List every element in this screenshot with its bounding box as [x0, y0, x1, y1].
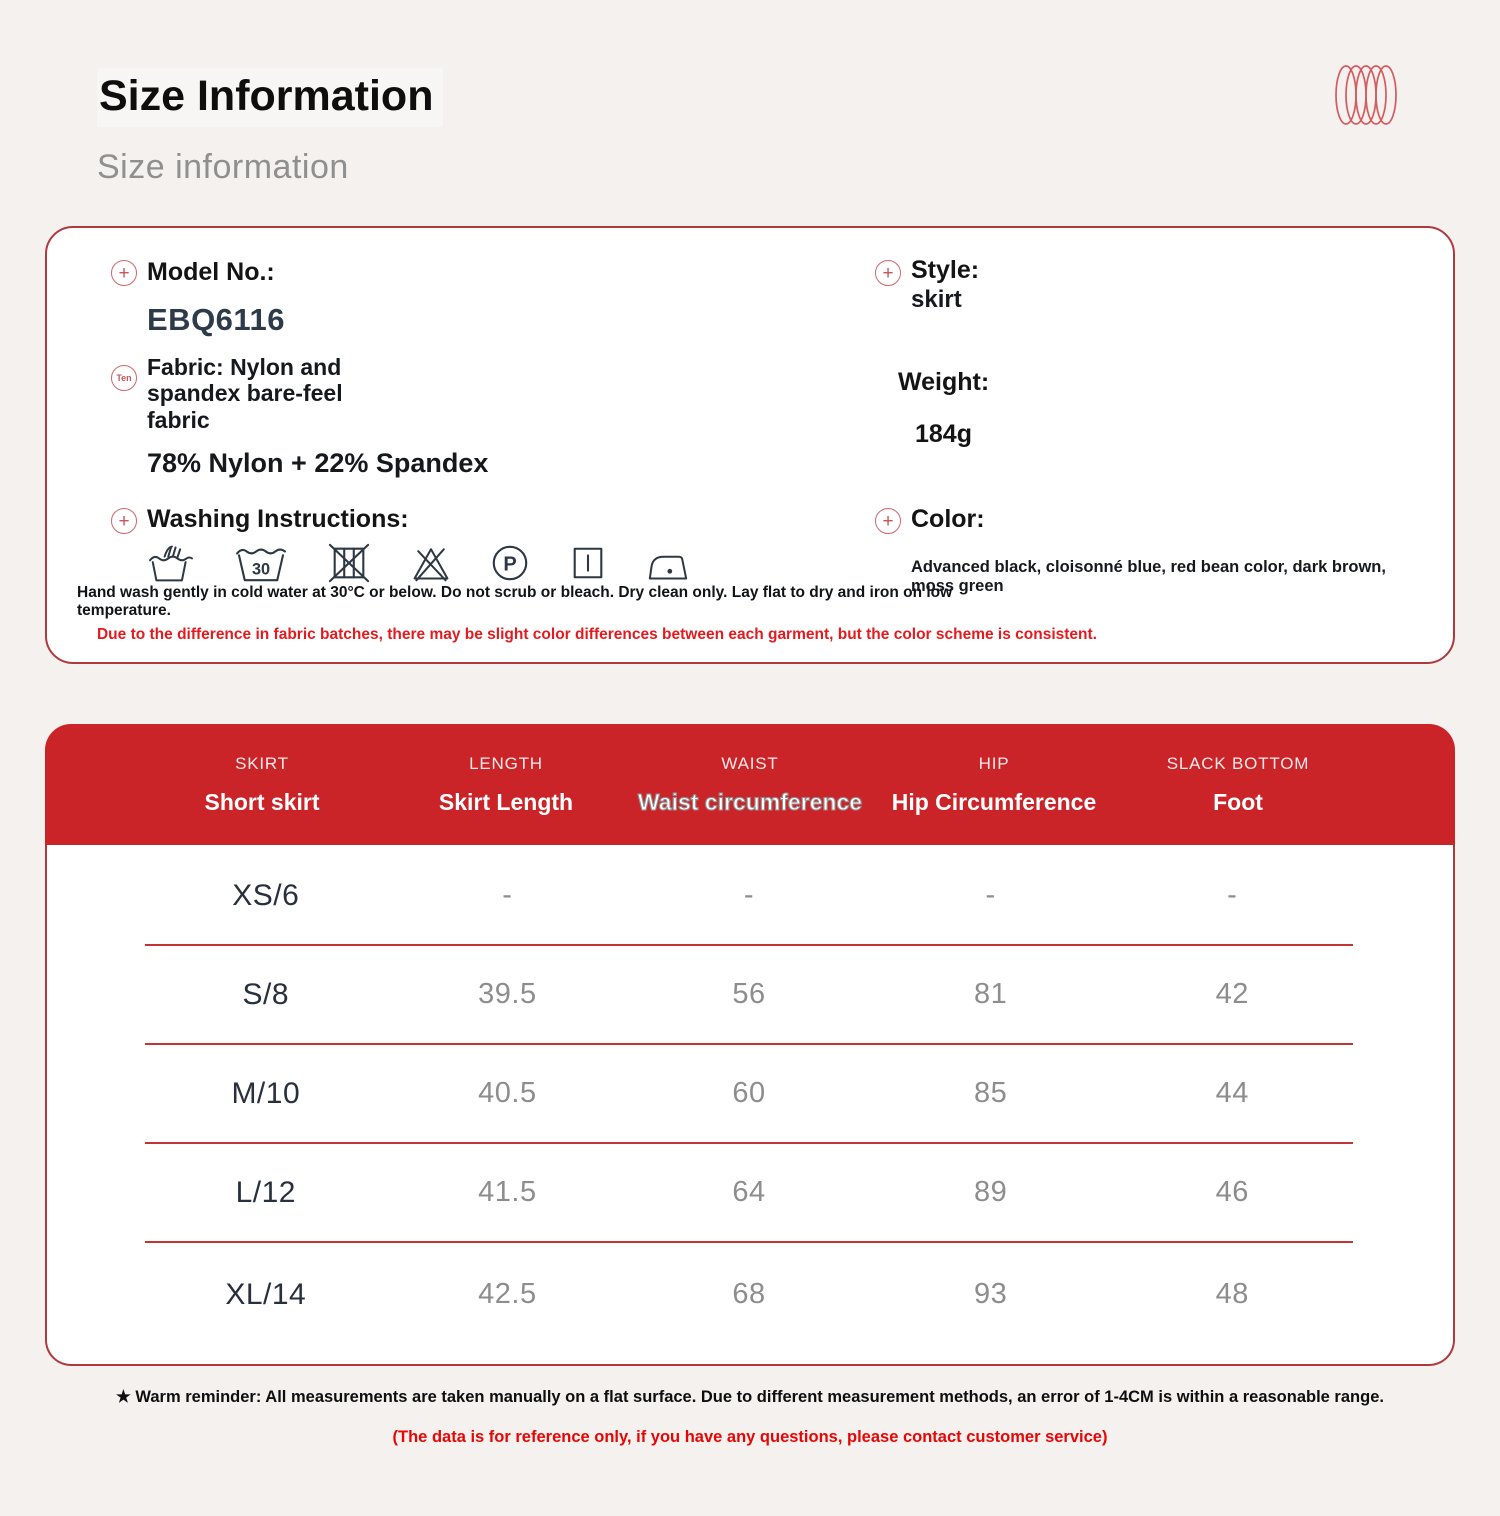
table-row-xs: XS/6 - - - - [145, 847, 1353, 946]
model-value: EBQ6116 [147, 302, 285, 337]
do-not-bleach-icon [413, 548, 448, 582]
color-value: Advanced black, cloisonné blue, red bean… [911, 558, 1386, 595]
model-label: Model No.: [147, 258, 275, 286]
fabric-composition: 78% Nylon + 22% Spandex [147, 448, 489, 478]
warm-reminder-note: ★ Warm reminder: All measurements are ta… [116, 1388, 1384, 1406]
style-value: skirt [911, 286, 962, 313]
plus-circle-icon: + [875, 508, 901, 534]
svg-text:P: P [503, 554, 516, 576]
plus-circle-icon: + [875, 260, 901, 286]
svg-text:30: 30 [251, 560, 269, 578]
column-header-hip: HIP Hip Circumference [891, 753, 1097, 815]
reference-note: (The data is for reference only, if you … [392, 1428, 1108, 1446]
page-title: Size Information [97, 68, 444, 127]
plus-circle-icon: + [111, 508, 137, 534]
size-table-body: XS/6 - - - - S/8 39.5 56 81 42 M/10 40.5… [45, 845, 1455, 1366]
column-header-length: LENGTH Skirt Length [438, 753, 574, 815]
weight-value: 184g [915, 420, 972, 448]
batch-color-note: Due to the difference in fabric batches,… [96, 626, 1097, 643]
do-not-tumble-dry-icon [328, 543, 370, 583]
plus-circle-icon: + [111, 260, 137, 286]
washing-caption: Hand wash gently in cold water at 30°C o… [77, 584, 953, 619]
iron-low-icon [648, 555, 688, 580]
table-row-l: L/12 41.5 64 89 46 [145, 1144, 1353, 1243]
table-row-xl: XL/14 42.5 68 93 48 [225, 1277, 1249, 1311]
page-subtitle: Size information [97, 148, 349, 186]
column-header-skirt: SKIRT Short skirt [204, 753, 320, 815]
washing-icons-row: 30 P [147, 540, 692, 584]
ten-circle-icon: Ten [111, 365, 137, 391]
column-header-slack-bottom: SLACK BOTTOM Foot [1166, 753, 1310, 815]
color-label: Color: [911, 505, 985, 533]
column-header-waist: WAIST Waist circumference [637, 753, 863, 816]
wash-30-icon: 30 [235, 548, 286, 582]
table-row-m: M/10 40.5 60 85 44 [145, 1045, 1353, 1144]
coil-icon [1335, 65, 1397, 125]
size-table: SKIRT Short skirt LENGTH Skirt Length WA… [45, 724, 1455, 1366]
fabric-label: Fabric: Nylon and spandex bare-feel fabr… [147, 354, 343, 433]
style-label: Style: [911, 256, 980, 284]
hand-wash-icon [148, 545, 194, 582]
product-info-card: + Model No.: EBQ6116 Ten Fabric: Nylon a… [45, 226, 1455, 664]
size-table-header: SKIRT Short skirt LENGTH Skirt Length WA… [45, 724, 1455, 845]
washing-label: Washing Instructions: [147, 505, 409, 533]
table-row-s: S/8 39.5 56 81 42 [145, 946, 1353, 1045]
weight-label: Weight: [898, 368, 990, 396]
drip-dry-icon [573, 547, 602, 579]
dry-clean-p-icon: P [492, 545, 528, 581]
